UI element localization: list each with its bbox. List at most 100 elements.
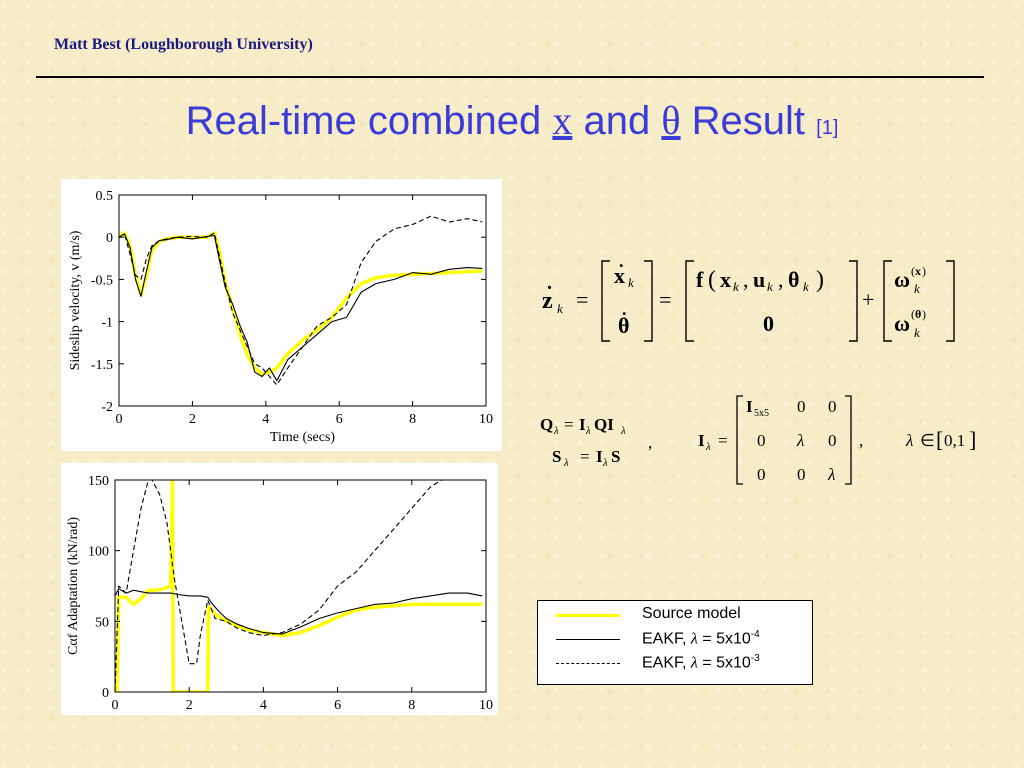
legend-text-pre: EAKF, <box>642 630 691 648</box>
series-line-0 <box>119 231 483 376</box>
svg-text:[: [ <box>936 427 943 452</box>
series-line-1 <box>119 233 483 382</box>
svg-text:=: = <box>564 415 574 434</box>
svg-text:ω: ω <box>894 267 910 292</box>
svg-text:f: f <box>696 267 704 292</box>
title-ref: [1] <box>816 117 839 139</box>
eq-matrix-brackets <box>736 395 852 485</box>
legend-item-eakf-4: EAKF, λ = 5x10-4 <box>538 628 812 650</box>
legend-exponent: -4 <box>750 629 760 640</box>
svg-text:,: , <box>859 431 863 450</box>
svg-text:k: k <box>557 301 563 316</box>
plot-frame <box>114 479 487 693</box>
sideslip-chart: 0 2 4 6 8 10 0.5 0 -0.5 -1 -1.5 -2 Time (secs) Sidesl… <box>68 189 493 445</box>
eq-lhs: z . k = <box>542 272 588 316</box>
y-tick-label: 0 <box>106 231 113 246</box>
plot-area <box>115 480 483 692</box>
legend-lambda: λ <box>690 654 698 672</box>
svg-text:=: = <box>576 287 588 312</box>
y-axis-label: Cαf Adaptation (kN/rad) <box>66 517 81 655</box>
svg-text:u: u <box>753 267 765 292</box>
svg-text:λ: λ <box>705 441 711 453</box>
svg-text:(: ( <box>708 267 716 293</box>
svg-text:0: 0 <box>757 465 766 484</box>
x-tick-label: 10 <box>479 698 493 713</box>
plot-frame <box>118 194 487 407</box>
x-tick-label: 6 <box>334 698 341 713</box>
y-tick-label: -1 <box>101 316 113 331</box>
y-tick-label: 150 <box>88 474 109 489</box>
legend-lambda: λ <box>690 630 698 648</box>
svg-text:I: I <box>596 447 603 466</box>
cornering-chart-panel: 0 2 4 6 8 10 150 100 50 0 Cαf Adaptation (kN/rad) <box>61 463 498 715</box>
svg-text:x: x <box>614 263 625 288</box>
y-tick-label: 100 <box>88 545 109 560</box>
svg-text:.: . <box>619 255 624 271</box>
svg-text:0: 0 <box>828 431 837 450</box>
y-axis-label: Sideslip velocity, v (m/s) <box>68 230 83 370</box>
svg-text:+: + <box>862 287 874 312</box>
svg-text:z: z <box>542 288 553 314</box>
title-symbol-theta: θ <box>661 98 681 143</box>
legend-label-eakf-3: EAKF, λ = 5x10-3 <box>642 653 760 672</box>
svg-text:=: = <box>659 287 671 312</box>
svg-text:x: x <box>915 264 921 278</box>
svg-text:θ: θ <box>618 313 629 338</box>
author-header: Matt Best (Loughborough University) <box>54 36 313 53</box>
svg-text:0: 0 <box>797 465 806 484</box>
legend-swatch-eakf-3 <box>556 663 620 664</box>
cornering-chart: 0 2 4 6 8 10 150 100 50 0 Cαf Adaptation (kN/rad) <box>66 474 493 713</box>
svg-text:λ: λ <box>827 465 835 484</box>
x-axis-label: Time (secs) <box>270 430 336 445</box>
legend-label-source: Source model <box>642 605 741 622</box>
svg-text:S: S <box>611 447 620 466</box>
svg-text:): ) <box>816 267 824 293</box>
svg-text:k: k <box>914 325 920 340</box>
y-tick-label: -2 <box>101 400 113 415</box>
svg-text:λ: λ <box>553 425 559 437</box>
svg-text:k: k <box>628 275 634 290</box>
svg-text:ω: ω <box>894 311 910 336</box>
series-line-1 <box>115 588 483 635</box>
header-rule <box>36 76 984 78</box>
svg-text:λ: λ <box>602 457 608 469</box>
svg-text:k: k <box>767 279 773 294</box>
svg-text:k: k <box>803 279 809 294</box>
svg-text:,: , <box>648 433 652 452</box>
svg-text:λ: λ <box>585 425 591 437</box>
svg-text:0,1: 0,1 <box>944 431 965 450</box>
x-tick-label: 4 <box>260 698 267 713</box>
legend-text-mid: = 5x10 <box>697 654 751 672</box>
equation-i-lambda-svg: I λ = I 5x5 0 0 0 λ 0 0 0 λ , λ ∈ [ 0,1 … <box>698 395 976 485</box>
y-tick-label: -1.5 <box>91 358 113 373</box>
svg-text:k: k <box>733 279 739 294</box>
title-symbol-x: x <box>552 98 573 143</box>
svg-text:λ: λ <box>905 431 913 450</box>
svg-text:0: 0 <box>757 431 766 450</box>
svg-text:∈: ∈ <box>920 431 935 450</box>
legend-text-pre: EAKF, <box>642 654 691 672</box>
svg-text:0: 0 <box>797 397 806 416</box>
series-line-2 <box>119 215 483 386</box>
svg-text:λ: λ <box>563 457 569 469</box>
svg-text:k: k <box>914 281 920 296</box>
legend-exponent: -3 <box>750 653 760 664</box>
svg-text:=: = <box>718 431 728 450</box>
x-tick-label: 0 <box>116 412 123 427</box>
y-tick-label: 50 <box>95 615 109 630</box>
x-tick-label: 10 <box>479 412 493 427</box>
equation-augmented-state: z . k = x . k θ . = f ( x k , u k , θ k … <box>540 251 980 345</box>
equation-augmented-state-svg: z . k = x . k θ . = f ( x k , u k , θ k … <box>542 251 955 342</box>
svg-text:I: I <box>698 431 705 450</box>
svg-text:.: . <box>547 272 552 294</box>
y-tick-label: 0.5 <box>96 189 114 204</box>
x-tick-label: 0 <box>112 698 119 713</box>
plot-area <box>119 215 483 386</box>
x-tick-label: 6 <box>336 412 343 427</box>
equation-q-s-scaling: Q λ = I λ QI λ S λ = I λ S , <box>538 408 678 472</box>
svg-text:θ: θ <box>915 307 921 321</box>
legend-item-source-model: Source model <box>538 604 812 626</box>
equation-q-s-svg: Q λ = I λ QI λ S λ = I λ S , <box>540 415 652 469</box>
title-suffix: Result <box>680 99 817 143</box>
series-line-0 <box>115 480 483 692</box>
